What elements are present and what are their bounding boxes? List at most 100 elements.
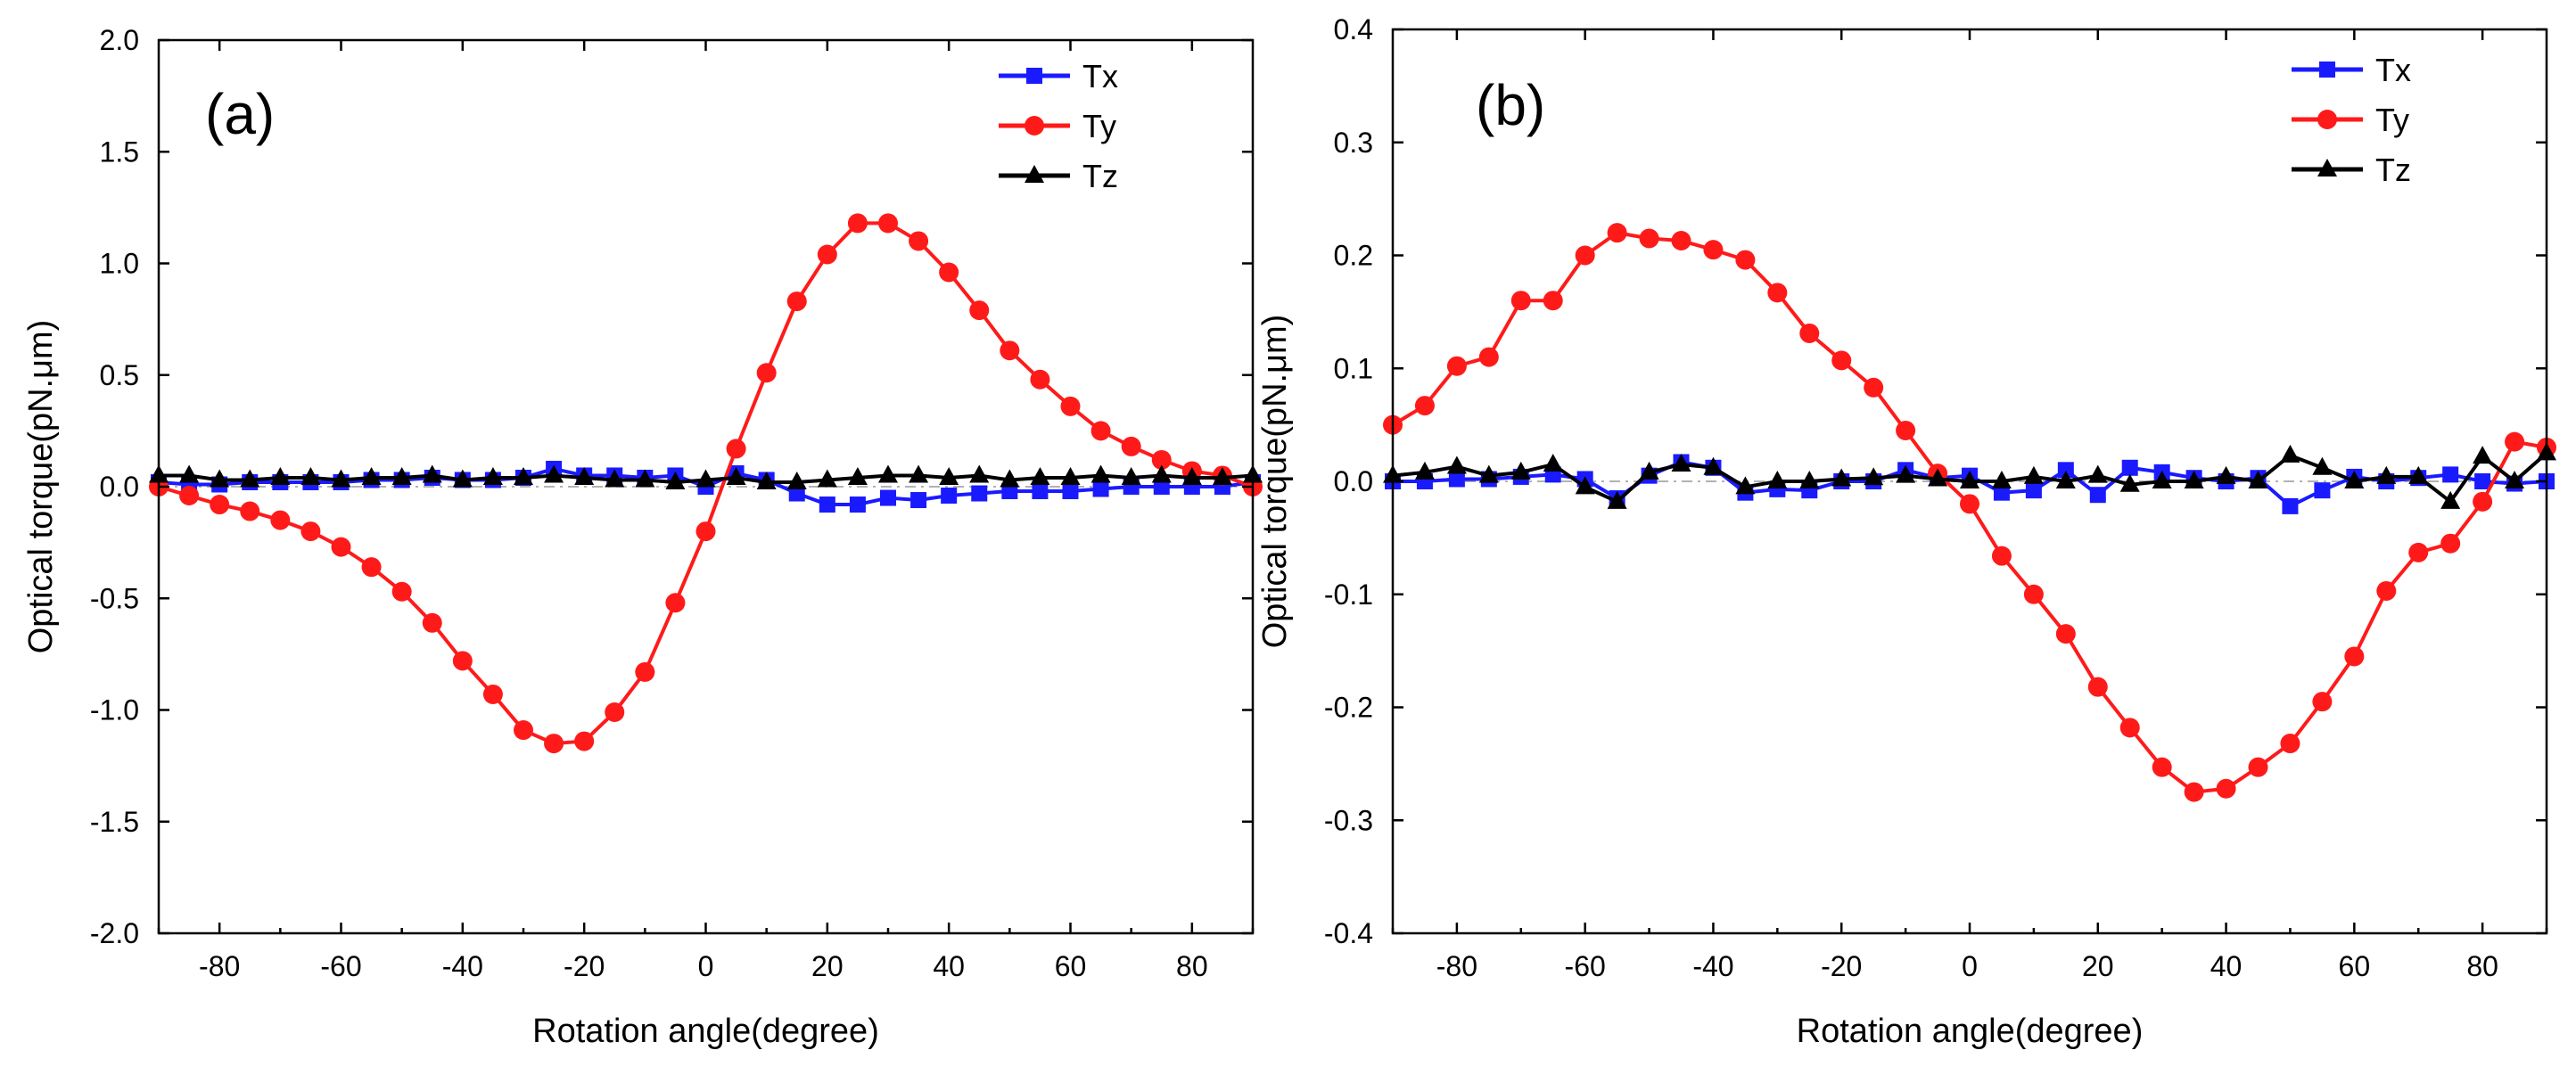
legend-marker: [2317, 159, 2337, 176]
x-tick-label: -80: [199, 950, 240, 982]
data-point-ty: [210, 495, 230, 515]
data-point-ty: [939, 262, 959, 283]
x-tick-label: 60: [1055, 950, 1087, 982]
data-point-ty: [1121, 436, 1141, 456]
data-point-tz: [2055, 471, 2076, 488]
x-tick-label: 80: [2466, 950, 2498, 982]
data-point-ty: [1060, 396, 1081, 416]
data-point-ty: [1831, 350, 1852, 371]
data-point-tx: [1448, 471, 1465, 488]
data-point-ty: [1991, 546, 2012, 566]
data-point-tz: [909, 464, 929, 483]
x-tick-label: 40: [933, 950, 965, 982]
data-point-tz: [452, 469, 473, 488]
data-point-tz: [1030, 466, 1050, 485]
x-axis-title: Rotation angle(degree): [1797, 1013, 2144, 1050]
data-point-ty: [2280, 734, 2300, 754]
legend-item-tx: Tx: [2292, 52, 2411, 88]
y-tick-label: 1.5: [100, 135, 139, 168]
legend-marker: [1026, 68, 1042, 84]
data-point-tz: [270, 466, 291, 485]
legend-item-tz: Tz: [2292, 152, 2411, 188]
x-tick-label: 80: [1176, 950, 1208, 982]
legend-item-tx: Tx: [999, 58, 1118, 94]
data-point-tz: [1151, 464, 1172, 483]
y-tick-label: 0.5: [100, 359, 139, 391]
data-point-tz: [361, 466, 382, 485]
data-point-tz: [2312, 456, 2333, 475]
data-point-tz: [544, 464, 564, 483]
data-point-tz: [2216, 465, 2236, 484]
data-point-tx: [788, 485, 805, 502]
legend-item-tz: Tz: [999, 158, 1118, 194]
data-point-tz: [2473, 446, 2493, 464]
data-point-ty: [2023, 584, 2044, 604]
y-tick-label: -0.5: [90, 582, 139, 614]
data-point-tz: [817, 469, 837, 488]
data-point-tx: [2025, 482, 2042, 499]
data-point-ty: [878, 213, 898, 234]
data-point-tz: [2440, 490, 2461, 509]
data-point-tz: [1212, 466, 1232, 485]
data-point-tz: [2505, 471, 2525, 488]
data-point-ty: [2376, 580, 2397, 601]
x-tick-label: 0: [1962, 950, 1978, 982]
data-point-ty: [2055, 624, 2076, 644]
y-tick-label: 2.0: [100, 24, 139, 56]
x-tick-label: -20: [564, 950, 605, 982]
data-point-ty: [1735, 250, 1756, 270]
data-point-ty: [2119, 718, 2140, 738]
data-point-tx: [880, 489, 896, 506]
data-point-tx: [1153, 479, 1170, 495]
data-point-tz: [605, 469, 625, 488]
data-point-ty: [1575, 245, 1595, 266]
data-point-tx: [1032, 483, 1049, 500]
data-point-ty: [1607, 223, 1627, 243]
data-point-tz: [1831, 468, 1852, 487]
data-point-ty: [482, 684, 503, 704]
data-point-ty: [1767, 283, 1788, 303]
x-tick-label: 20: [811, 950, 844, 982]
data-point-ty: [1090, 421, 1111, 441]
data-point-ty: [514, 720, 533, 741]
data-point-ty: [361, 557, 382, 578]
data-point-ty: [2344, 646, 2365, 667]
data-point-tx: [2282, 497, 2299, 514]
data-point-tz: [1991, 471, 2012, 488]
data-point-tz: [635, 469, 655, 488]
data-point-ty: [331, 537, 351, 557]
data-point-tz: [2248, 471, 2268, 488]
data-point-tz: [1478, 464, 1499, 483]
legend-label: Tz: [2375, 152, 2411, 188]
y-tick-label: -0.3: [1324, 804, 1373, 836]
data-point-tz: [2280, 444, 2300, 463]
data-point-tz: [969, 464, 990, 483]
data-point-ty: [786, 291, 807, 312]
data-point-tz: [1767, 471, 1788, 488]
data-point-tz: [2023, 465, 2044, 484]
data-point-tz: [939, 466, 959, 485]
data-point-tz: [1639, 461, 1659, 480]
y-tick-label: 0.4: [1334, 13, 1373, 45]
x-axis-title: Rotation angle(degree): [532, 1013, 879, 1050]
data-point-tz: [2152, 471, 2172, 488]
data-point-ty: [240, 501, 260, 521]
data-point-ty: [1543, 291, 1563, 311]
y-tick-label: 0.3: [1334, 127, 1373, 159]
data-point-tz: [1543, 453, 1563, 472]
data-point-tx: [819, 496, 835, 513]
data-point-ty: [544, 734, 564, 754]
data-point-tz: [482, 466, 503, 485]
y-axis-title: Optical torque(pN.μm): [22, 320, 60, 654]
x-tick-label: -40: [442, 950, 483, 982]
data-point-tx: [910, 492, 927, 509]
data-point-ty: [1671, 231, 1691, 251]
data-point-tx: [2474, 473, 2491, 489]
data-point-ty: [1864, 377, 1884, 398]
data-point-ty: [1799, 323, 1820, 343]
data-point-ty: [2408, 542, 2429, 562]
y-tick-label: -0.4: [1324, 917, 1373, 949]
data-point-tx: [2314, 482, 2331, 499]
data-point-tz: [1607, 490, 1627, 509]
